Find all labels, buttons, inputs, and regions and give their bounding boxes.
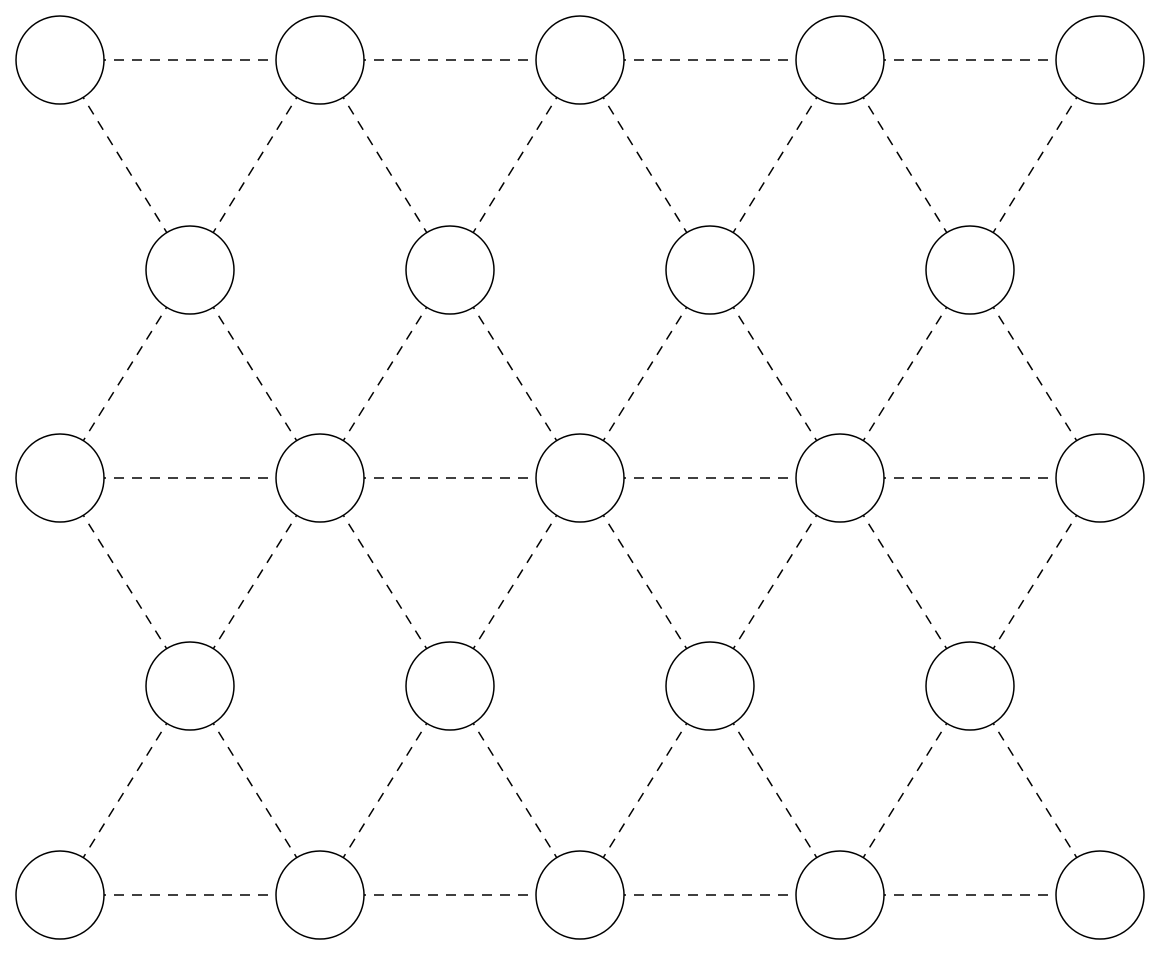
lattice-node [146, 642, 234, 730]
lattice-node [1056, 16, 1144, 104]
lattice-node [666, 226, 754, 314]
triangular-lattice [0, 0, 1166, 953]
lattice-node [536, 851, 624, 939]
lattice-node [276, 851, 364, 939]
lattice-node [146, 226, 234, 314]
lattice-node [276, 434, 364, 522]
lattice-node [926, 226, 1014, 314]
lattice-node [16, 434, 104, 522]
lattice-node [796, 851, 884, 939]
lattice-node [406, 226, 494, 314]
lattice-node [536, 16, 624, 104]
lattice-node [536, 434, 624, 522]
lattice-node [406, 642, 494, 730]
lattice-node [1056, 851, 1144, 939]
lattice-node [16, 851, 104, 939]
lattice-node [926, 642, 1014, 730]
lattice-node [666, 642, 754, 730]
lattice-node [796, 16, 884, 104]
lattice-node [16, 16, 104, 104]
lattice-node [276, 16, 364, 104]
lattice-node [1056, 434, 1144, 522]
lattice-node [796, 434, 884, 522]
